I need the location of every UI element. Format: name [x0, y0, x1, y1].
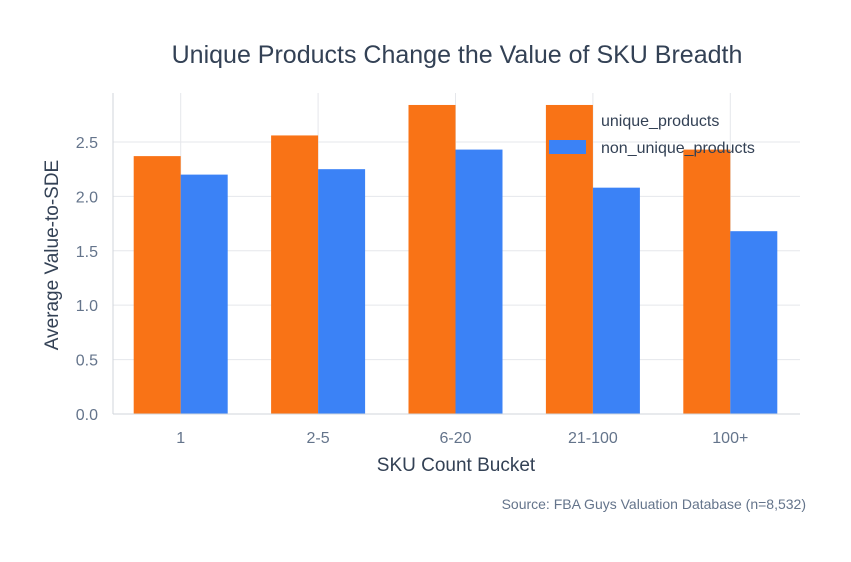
legend-swatch-non_unique_products: [549, 140, 586, 154]
y-tick-label: 2.5: [76, 135, 98, 152]
bar-unique_products-6-20: [408, 104, 456, 415]
bar-unique_products-2-5: [271, 135, 319, 414]
x-tick-label: 1: [176, 430, 185, 447]
bar-unique_products-1: [133, 156, 181, 414]
bar-unique_products-100+: [683, 149, 731, 414]
y-tick-label: 0.0: [76, 407, 98, 424]
bar-non_unique_products-6-20: [455, 149, 503, 414]
bar-non_unique_products-2-5: [318, 169, 366, 414]
bar-unique_products-21-100: [545, 104, 593, 415]
axes: 0.0 0.5 1.0 1.5 2.0 2.5 1 2-5 6-20 21-100 100+: [76, 93, 800, 447]
legend-swatch-unique_products: [549, 113, 586, 127]
x-tick-label: 100+: [712, 430, 748, 447]
x-tick-label: 2-5: [307, 430, 330, 447]
chart-title: Unique Products Change the Value of SKU …: [172, 41, 743, 69]
bar-non_unique_products-21-100: [592, 187, 640, 414]
legend-label-non_unique_products: non_unique_products: [601, 140, 755, 157]
bar-non_unique_products-1: [180, 174, 228, 414]
x-tick-label: 6-20: [439, 430, 471, 447]
y-tick-label: 1.0: [76, 298, 98, 315]
legend-label-unique_products: unique_products: [601, 113, 719, 130]
bar-non_unique_products-100+: [730, 231, 778, 414]
source-note: Source: FBA Guys Valuation Database (n=8…: [502, 496, 806, 512]
x-tick-label: 21-100: [568, 430, 618, 447]
y-tick-label: 1.5: [76, 244, 98, 261]
y-axis-label: Average Value-to-SDE: [42, 160, 63, 350]
y-tick-label: 2.0: [76, 189, 98, 206]
x-axis-label: SKU Count Bucket: [377, 455, 536, 476]
bars: [133, 104, 778, 415]
legend: unique_products non_unique_products: [549, 113, 755, 157]
y-tick-label: 0.5: [76, 353, 98, 370]
